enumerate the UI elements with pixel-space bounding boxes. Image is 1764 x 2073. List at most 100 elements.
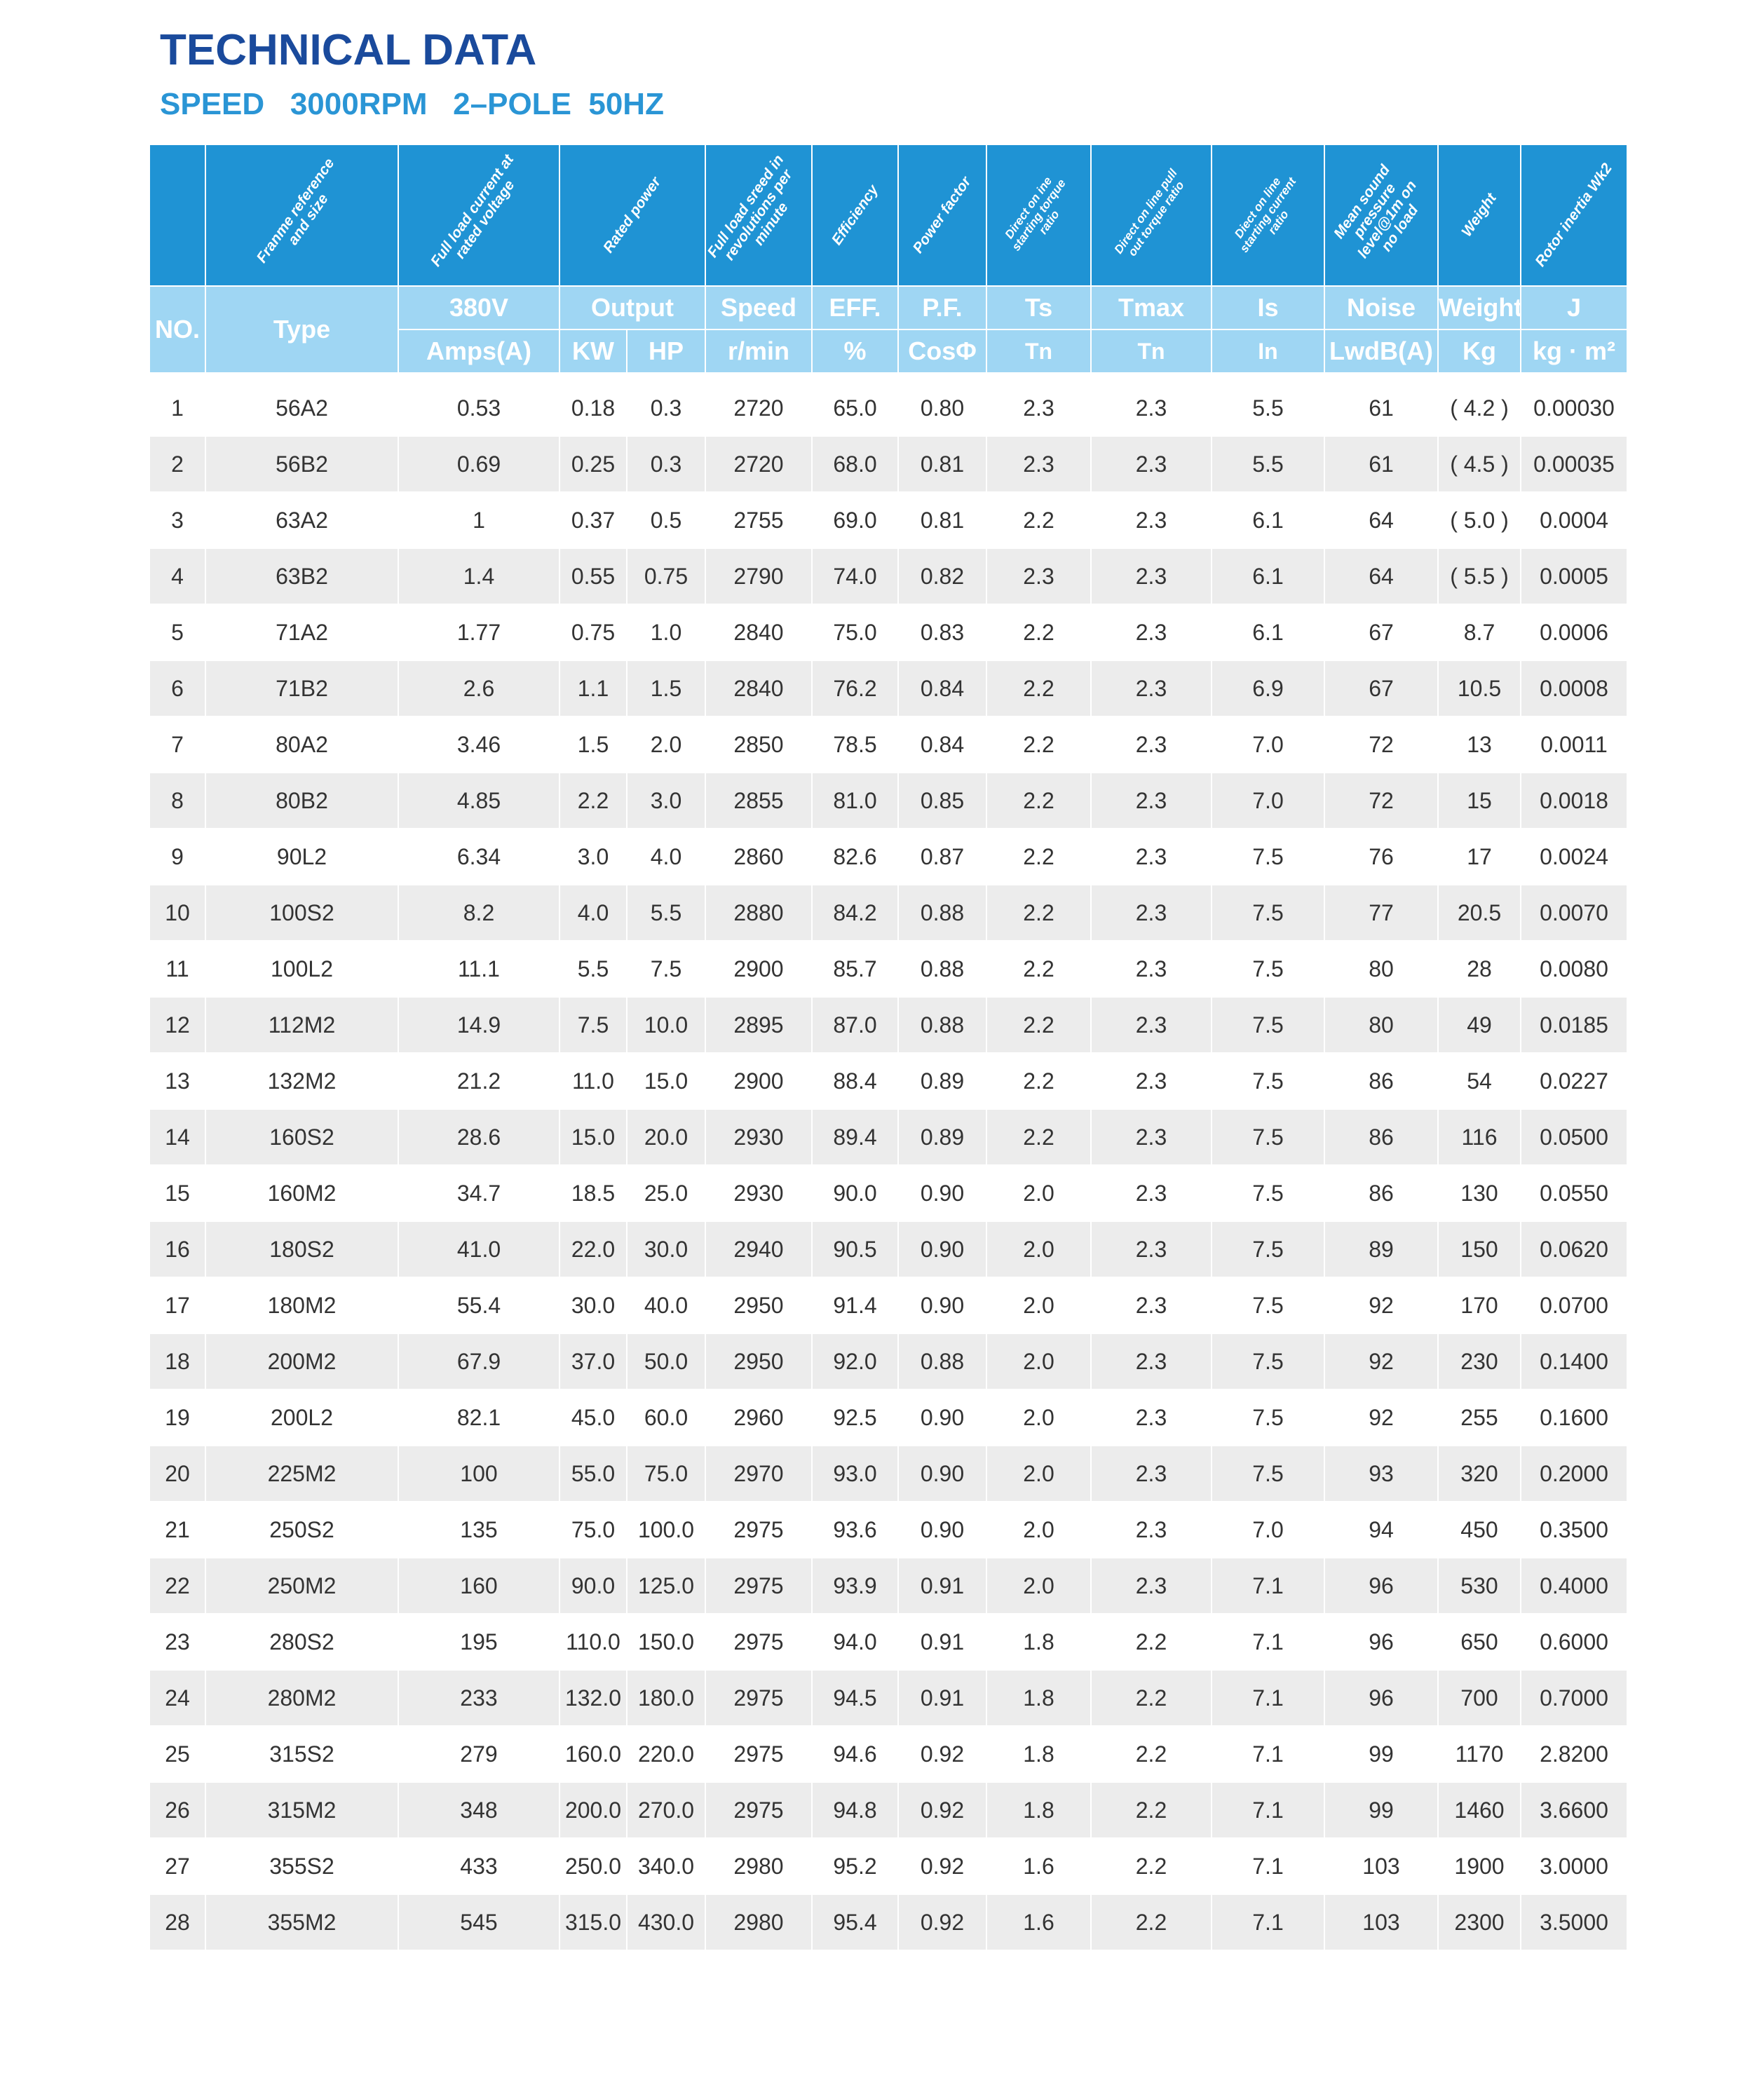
table-row: 1 56A2 0.53 0.18 0.3 2720 65.0 0.80 2.3 2.3 5.5 61(… — [149, 379, 1628, 437]
table-row: 23 280S2 195 110.0 150.0 2975 94.0 0.91 1.8 2.2 7.… — [149, 1613, 1628, 1671]
cell-kw: 0.25 — [559, 435, 627, 493]
cell-inertia: 0.0070 — [1520, 884, 1628, 942]
cell-ts: 2.2 — [986, 716, 1092, 773]
cell-ts: 1.6 — [986, 1894, 1092, 1951]
table-row: 5 71A2 1.77 0.75 1.0 2840 75.0 0.83 2.2 2.3 6.1 67 8… — [149, 604, 1628, 661]
cell-speed: 2970 — [705, 1445, 813, 1502]
cell-amps: 4.85 — [398, 772, 560, 829]
cell-hp: 50.0 — [626, 1333, 706, 1390]
cell-noise: 92 — [1324, 1389, 1439, 1446]
cell-weight: ( 5.0 ) — [1437, 491, 1521, 549]
cell-type: 180S2 — [205, 1221, 399, 1278]
cell-hp: 270.0 — [626, 1781, 706, 1839]
cell-efficiency: 85.7 — [811, 940, 899, 998]
header-hp: HP — [626, 329, 706, 374]
cell-efficiency: 94.5 — [811, 1669, 899, 1727]
cell-is: 7.0 — [1211, 1501, 1325, 1558]
cell-efficiency: 93.9 — [811, 1557, 899, 1615]
table-row: 11 100L2 11.1 5.5 7.5 2900 85.7 0.88 2.2 2.3 7.5 80… — [149, 940, 1628, 998]
cell-inertia: 0.0004 — [1520, 491, 1628, 549]
cell-no: 25 — [149, 1725, 206, 1783]
cell-noise: 94 — [1324, 1501, 1439, 1558]
cell-amps: 82.1 — [398, 1389, 560, 1446]
cell-hp: 60.0 — [626, 1389, 706, 1446]
cell-type: 160S2 — [205, 1108, 399, 1166]
cell-amps: 279 — [398, 1725, 560, 1783]
cell-kw: 11.0 — [559, 1052, 627, 1110]
cell-noise: 89 — [1324, 1221, 1439, 1278]
cell-inertia: 0.0008 — [1520, 660, 1628, 717]
cell-is: 7.0 — [1211, 716, 1325, 773]
cell-efficiency: 92.5 — [811, 1389, 899, 1446]
cell-inertia: 0.0620 — [1520, 1221, 1628, 1278]
cell-inertia: 0.0500 — [1520, 1108, 1628, 1166]
cell-noise: 61 — [1324, 379, 1439, 437]
cell-tmax: 2.3 — [1090, 604, 1212, 661]
cell-power-factor: 0.92 — [897, 1781, 987, 1839]
header-desc-speed: Full load sreed in revolutions per minut… — [705, 144, 813, 287]
cell-hp: 0.3 — [626, 379, 706, 437]
cell-tmax: 2.3 — [1090, 1277, 1212, 1334]
cell-power-factor: 0.92 — [897, 1837, 987, 1895]
header-desc-ts: Direct on ine starting torque ratio — [986, 144, 1092, 287]
cell-tmax: 2.3 — [1090, 548, 1212, 605]
cell-weight: 1460 — [1437, 1781, 1521, 1839]
cell-speed: 2975 — [705, 1501, 813, 1558]
cell-speed: 2980 — [705, 1837, 813, 1895]
cell-efficiency: 87.0 — [811, 996, 899, 1054]
cell-kw: 0.18 — [559, 379, 627, 437]
cell-no: 19 — [149, 1389, 206, 1446]
cell-tmax: 2.3 — [1090, 884, 1212, 942]
cell-amps: 1.77 — [398, 604, 560, 661]
cell-hp: 7.5 — [626, 940, 706, 998]
cell-inertia: 0.0700 — [1520, 1277, 1628, 1334]
cell-efficiency: 94.8 — [811, 1781, 899, 1839]
cell-speed: 2755 — [705, 491, 813, 549]
cell-weight: 8.7 — [1437, 604, 1521, 661]
cell-weight: 2300 — [1437, 1894, 1521, 1951]
cell-type: 355S2 — [205, 1837, 399, 1895]
table-row: 17 180M2 55.4 30.0 40.0 2950 91.4 0.90 2.0 2.3 7.5… — [149, 1277, 1628, 1334]
header-tn-ts: Tn — [986, 329, 1092, 374]
cell-amps: 1 — [398, 491, 560, 549]
cell-ts: 1.8 — [986, 1613, 1092, 1671]
header-desc-text: Mean sound pressure level@1m on no load — [1330, 162, 1422, 261]
cell-no: 22 — [149, 1557, 206, 1615]
header-rmin: r/min — [705, 329, 813, 374]
header-desc-text: Direct on ine starting torque ratio — [1002, 174, 1068, 254]
cell-power-factor: 0.80 — [897, 379, 987, 437]
cell-weight: 13 — [1437, 716, 1521, 773]
header-desc-text: Weight — [1458, 190, 1500, 240]
cell-kw: 7.5 — [559, 996, 627, 1054]
table-row: 4 63B2 1.4 0.55 0.75 2790 74.0 0.82 2.3 2.3 6.1 64(… — [149, 548, 1628, 605]
header-weight: Weight — [1437, 285, 1521, 330]
cell-no: 3 — [149, 491, 206, 549]
cell-power-factor: 0.91 — [897, 1613, 987, 1671]
header-desc-text: Rated power — [600, 174, 665, 256]
cell-speed: 2975 — [705, 1669, 813, 1727]
cell-hp: 25.0 — [626, 1164, 706, 1222]
cell-hp: 15.0 — [626, 1052, 706, 1110]
cell-kw: 110.0 — [559, 1613, 627, 1671]
cell-kw: 22.0 — [559, 1221, 627, 1278]
cell-amps: 0.53 — [398, 379, 560, 437]
cell-speed: 2850 — [705, 716, 813, 773]
cell-no: 7 — [149, 716, 206, 773]
cell-efficiency: 75.0 — [811, 604, 899, 661]
cell-type: 200L2 — [205, 1389, 399, 1446]
cell-noise: 92 — [1324, 1333, 1439, 1390]
cell-weight: ( 5.5 ) — [1437, 548, 1521, 605]
cell-no: 12 — [149, 996, 206, 1054]
cell-kw: 45.0 — [559, 1389, 627, 1446]
cell-efficiency: 90.0 — [811, 1164, 899, 1222]
cell-tmax: 2.3 — [1090, 1557, 1212, 1615]
cell-efficiency: 93.0 — [811, 1445, 899, 1502]
cell-ts: 1.8 — [986, 1725, 1092, 1783]
cell-hp: 1.0 — [626, 604, 706, 661]
cell-no: 6 — [149, 660, 206, 717]
cell-power-factor: 0.85 — [897, 772, 987, 829]
cell-type: 315S2 — [205, 1725, 399, 1783]
cell-efficiency: 95.2 — [811, 1837, 899, 1895]
table-row: 28 355M2 545 315.0 430.0 2980 95.4 0.92 1.6 2.2 7.… — [149, 1894, 1628, 1951]
cell-is: 7.5 — [1211, 1164, 1325, 1222]
